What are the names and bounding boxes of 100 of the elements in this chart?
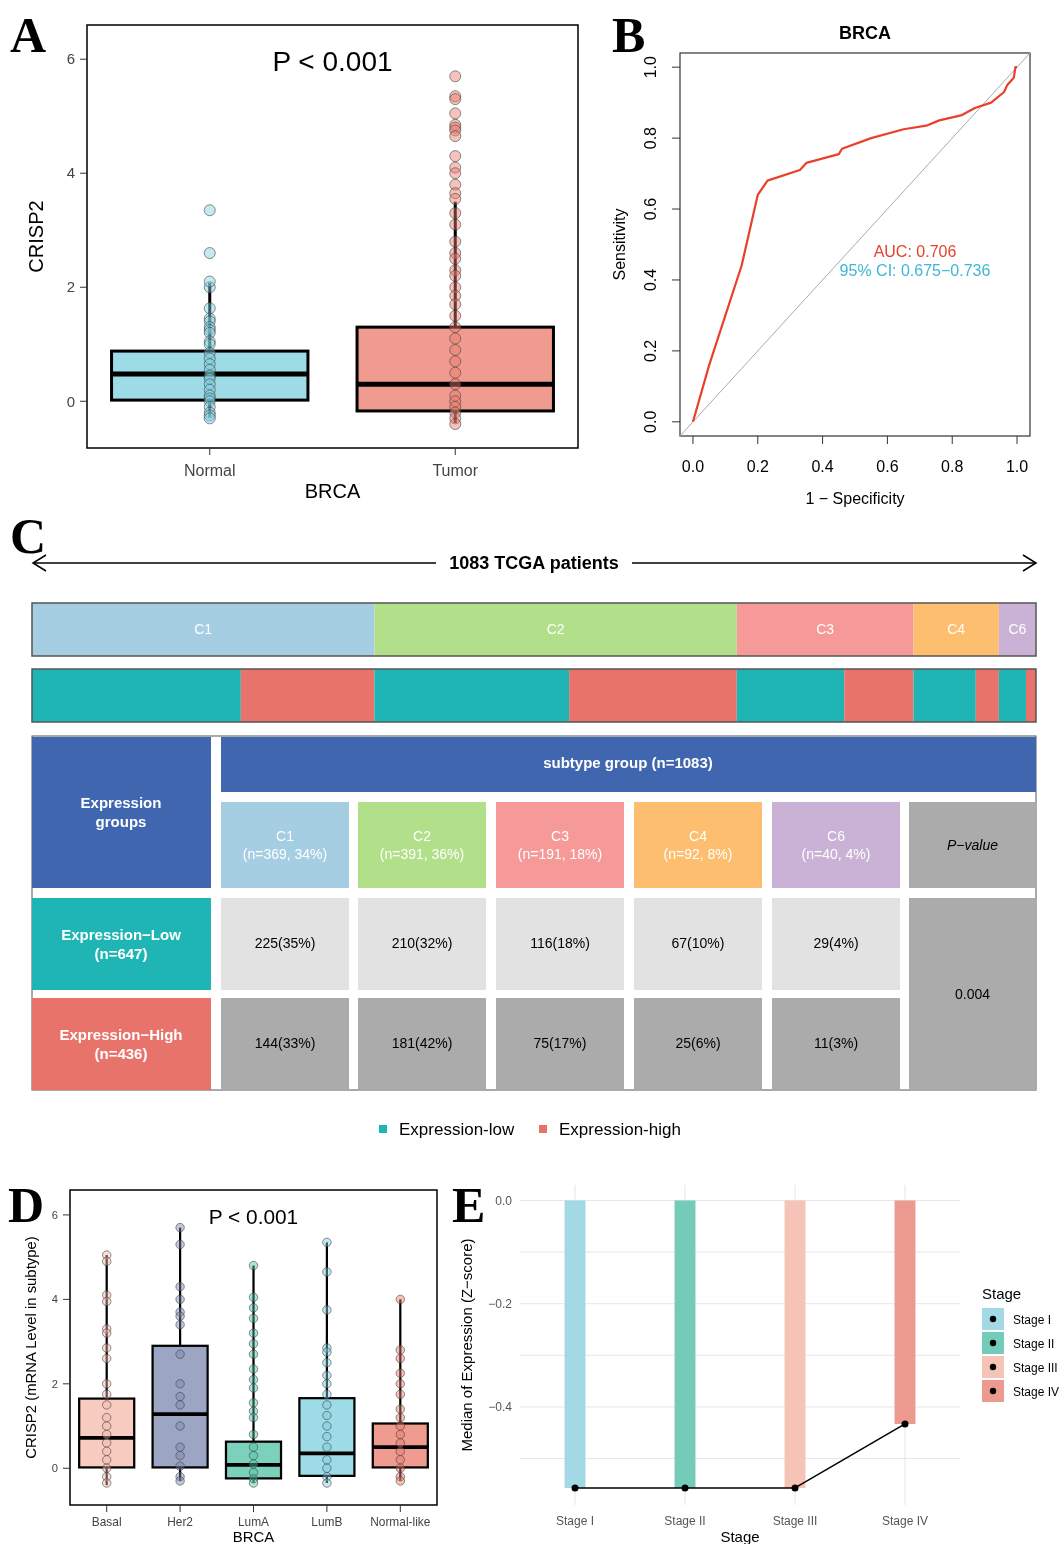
text: (n=369, 34%) (242, 846, 328, 862)
text: 25(6%) (675, 1035, 721, 1051)
text: E (452, 1177, 486, 1233)
series-label: C6 (1008, 621, 1027, 638)
x-tick-label: LumA (237, 1515, 270, 1530)
annotation: AUC: 0.706 (873, 243, 957, 260)
text: 0.004 (954, 986, 991, 1002)
y-tick-label: 6 (66, 50, 75, 68)
bar (736, 603, 914, 656)
bar (913, 603, 999, 656)
y-tick-label: 0 (66, 392, 75, 410)
x-axis-title: BRCA (232, 1529, 275, 1544)
x-tick-label: LumB (311, 1515, 343, 1530)
text: A (10, 7, 47, 63)
series-label: C1 (194, 621, 213, 638)
x-axis-title: BRCA (304, 480, 361, 502)
text: 29(4%) (813, 935, 859, 951)
legend-label: Stage I (1013, 1313, 1052, 1327)
chart-title: BRCA (839, 23, 891, 43)
x-tick-label: 0.2 (746, 458, 769, 475)
y-tick-label: 6 (51, 1208, 58, 1221)
text: Expression−High (59, 1026, 183, 1043)
x-tick-label: 0.6 (876, 458, 899, 475)
text: 210(32%) (391, 935, 453, 951)
text: C6 (827, 828, 846, 844)
x-tick-label: Tumor (432, 462, 479, 479)
x-tick-label: 1.0 (1005, 458, 1029, 475)
text: (n=436) (94, 1045, 148, 1062)
text: P < 0.001 (272, 46, 393, 77)
x-tick-label: Stage I (555, 1514, 595, 1528)
text: Expression−Low (61, 926, 182, 943)
text: 181(42%) (391, 1035, 453, 1051)
y-tick-label: −0.4 (488, 1400, 513, 1415)
legend-label: Stage IV (1013, 1385, 1060, 1399)
chart-title: 1083 TCGA patients (449, 553, 619, 573)
text: Expression groups (80, 794, 162, 830)
y-tick-label: 2 (66, 278, 75, 296)
text: 116(18%) (530, 935, 590, 951)
text: C4 (689, 828, 708, 844)
text: P−value (947, 837, 999, 853)
text: 11(3%) (813, 1035, 859, 1051)
y-tick-label: 4 (66, 164, 75, 182)
x-tick-label: 0.8 (941, 458, 964, 475)
bar (844, 669, 914, 722)
x-tick-label: 0.0 (681, 458, 705, 475)
bar (374, 603, 737, 656)
text: (n=191, 18%) (517, 846, 603, 862)
bar (998, 669, 1026, 722)
text: 67(10%) (671, 935, 725, 951)
legend-title: Stage (982, 1285, 1022, 1302)
y-tick-label: 0.4 (642, 268, 659, 292)
y-tick-label: 4 (51, 1293, 58, 1306)
text: C2 (413, 828, 432, 844)
bar (736, 669, 845, 722)
x-tick-label: Stage IV (881, 1514, 929, 1528)
y-axis-title: Sensitivity (611, 208, 628, 281)
text: 144(33%) (254, 1035, 316, 1051)
text: C1 (276, 828, 295, 844)
text: D (8, 1177, 45, 1233)
text: subtype group (n=1083) (543, 754, 713, 771)
annotation: 95% CI: 0.675−0.736 (839, 262, 991, 279)
text: (n=92, 8%) (663, 846, 733, 862)
legend-label: Expression-low (399, 1120, 515, 1139)
text: 225(35%) (254, 935, 316, 951)
text: P < 0.001 (208, 1205, 299, 1229)
x-axis-title: 1 − Specificity (805, 490, 905, 507)
y-axis-title: Median of Expression (Z−score) (458, 1238, 475, 1452)
y-tick-label: 0.0 (495, 1193, 513, 1208)
bar (569, 669, 737, 722)
text: C3 (551, 828, 570, 844)
bar (240, 669, 375, 722)
text: (n=647) (94, 945, 148, 962)
y-tick-label: 0.6 (642, 197, 659, 221)
bar (32, 669, 241, 722)
legend-label: Stage II (1013, 1337, 1055, 1351)
y-tick-label: 0.0 (642, 410, 659, 433)
x-tick-label: Basal (91, 1515, 122, 1530)
bar (32, 603, 375, 656)
series-label: C3 (816, 621, 835, 638)
series-label: C4 (947, 621, 966, 638)
y-tick-label: 1.0 (642, 55, 659, 79)
series-label: C2 (546, 621, 565, 638)
legend-label: Expression-high (559, 1120, 681, 1139)
x-tick-label: Normal-like (370, 1515, 431, 1530)
bar (913, 669, 976, 722)
x-tick-label: Stage III (772, 1514, 818, 1528)
x-tick-label: Stage II (664, 1514, 706, 1528)
legend-label: Stage III (1013, 1361, 1058, 1375)
y-tick-label: 2 (51, 1377, 58, 1390)
text: C (10, 508, 47, 564)
text: (n=40, 4%) (801, 846, 871, 862)
y-axis-title: CRISP2 (mRNA Level in subtype) (22, 1236, 39, 1459)
bar (374, 669, 570, 722)
y-tick-label: 0 (51, 1462, 58, 1475)
text: (n=391, 36%) (379, 846, 465, 862)
x-tick-label: 0.4 (811, 458, 834, 475)
x-tick-label: Her2 (167, 1515, 194, 1530)
x-tick-label: Normal (183, 462, 236, 479)
bar (975, 669, 999, 722)
y-axis-title: CRISP2 (25, 200, 47, 273)
